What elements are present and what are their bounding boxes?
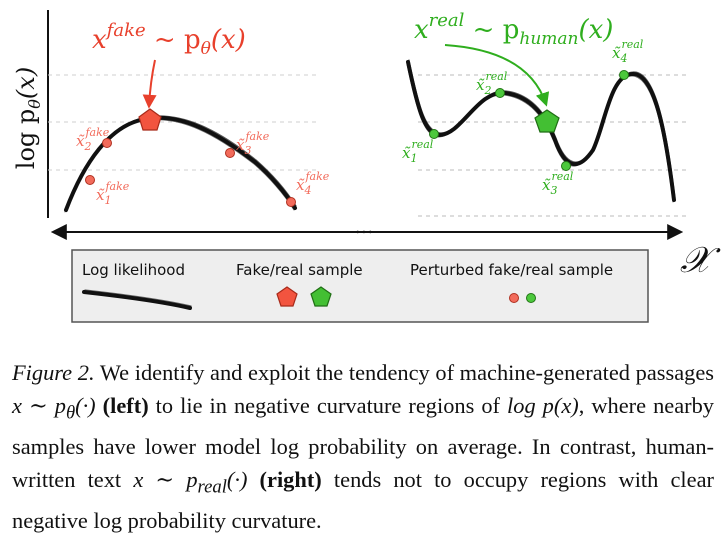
fake-sample-pentagon [138,108,162,131]
real-point-label-1: x̃1real [402,138,434,165]
caption-text-2: to lie in negative curvature regions of [148,393,508,419]
legend-perturbed-label: Perturbed fake/real sample [410,261,613,279]
real-perturbed-point-1 [429,129,439,139]
real-perturbed-point-3 [561,161,571,171]
legend-fake-pentagon [276,286,298,307]
real-perturbed-point-2 [495,88,505,98]
real-label: xreal ~ phuman(x) [414,10,613,49]
fake-perturbed-point-2 [102,138,112,148]
real-point-label-2: x̃2real [476,70,508,97]
fake-label: xfake ~ pθ(x) [92,20,246,59]
real-point-label-4: x̃4real [612,38,644,65]
legend-sample-label: Fake/real sample [236,261,363,279]
fake-perturbed-point-3 [225,148,235,158]
caption-text-4: tends not to occupy regions with clear n… [12,467,714,533]
svg-text:log pθ(x): log pθ(x) [12,67,44,169]
legend-box [71,249,649,323]
legend: Log likelihood Fake/real sample Perturbe… [71,249,649,323]
real-point-label-3: x̃3real [542,170,574,197]
caption-math-2: log p(x) [507,393,579,419]
fake-perturbed-points [85,138,296,207]
legend-fake-dot [509,293,519,303]
real-perturbed-point-4 [619,70,629,80]
fake-perturbed-point-4 [286,197,296,207]
fake-arrow [142,59,157,109]
caption-math-3: x ∼ preal(·) [133,467,248,498]
legend-real-pentagon [310,286,332,307]
figure-caption: Figure 2. We identify and exploit the te… [12,356,714,537]
legend-curve-swatch [82,289,192,310]
real-sample-pentagon [534,109,560,133]
caption-bold-left: (left) [95,393,149,419]
real-arrow [444,44,550,107]
legend-log-likelihood-label: Log likelihood [82,261,185,279]
fake-point-label-3: x̃3fake [236,130,270,157]
caption-text-1: We identify and exploit the tendency of … [94,360,715,385]
legend-real-dot [526,293,536,303]
real-perturbed-points [429,70,629,171]
y-axis-label: log pθ(x) [12,67,44,169]
caption-bold-right: (right) [247,467,322,493]
fake-point-label-1: x̃1fake [96,180,130,207]
x-axis-symbol: 𝒳 [680,240,721,281]
caption-math-1: x ∼ pθ(·) [12,393,96,424]
fake-point-label-2: x̃2fake [76,126,110,153]
x-axis-ellipsis: ... [354,214,373,238]
curvature-figure: log pθ(x) xfake ~ pθ(x) x̃1fake x̃2fake [12,10,721,323]
real-log-likelihood-curve [406,59,676,203]
fake-log-likelihood-curve [64,115,297,213]
fake-perturbed-point-1 [85,175,95,185]
caption-label: Figure 2. [12,360,95,385]
fake-point-label-4: x̃4fake [296,170,330,197]
caption-text-3: , where nearby samples have lower model … [12,393,714,493]
